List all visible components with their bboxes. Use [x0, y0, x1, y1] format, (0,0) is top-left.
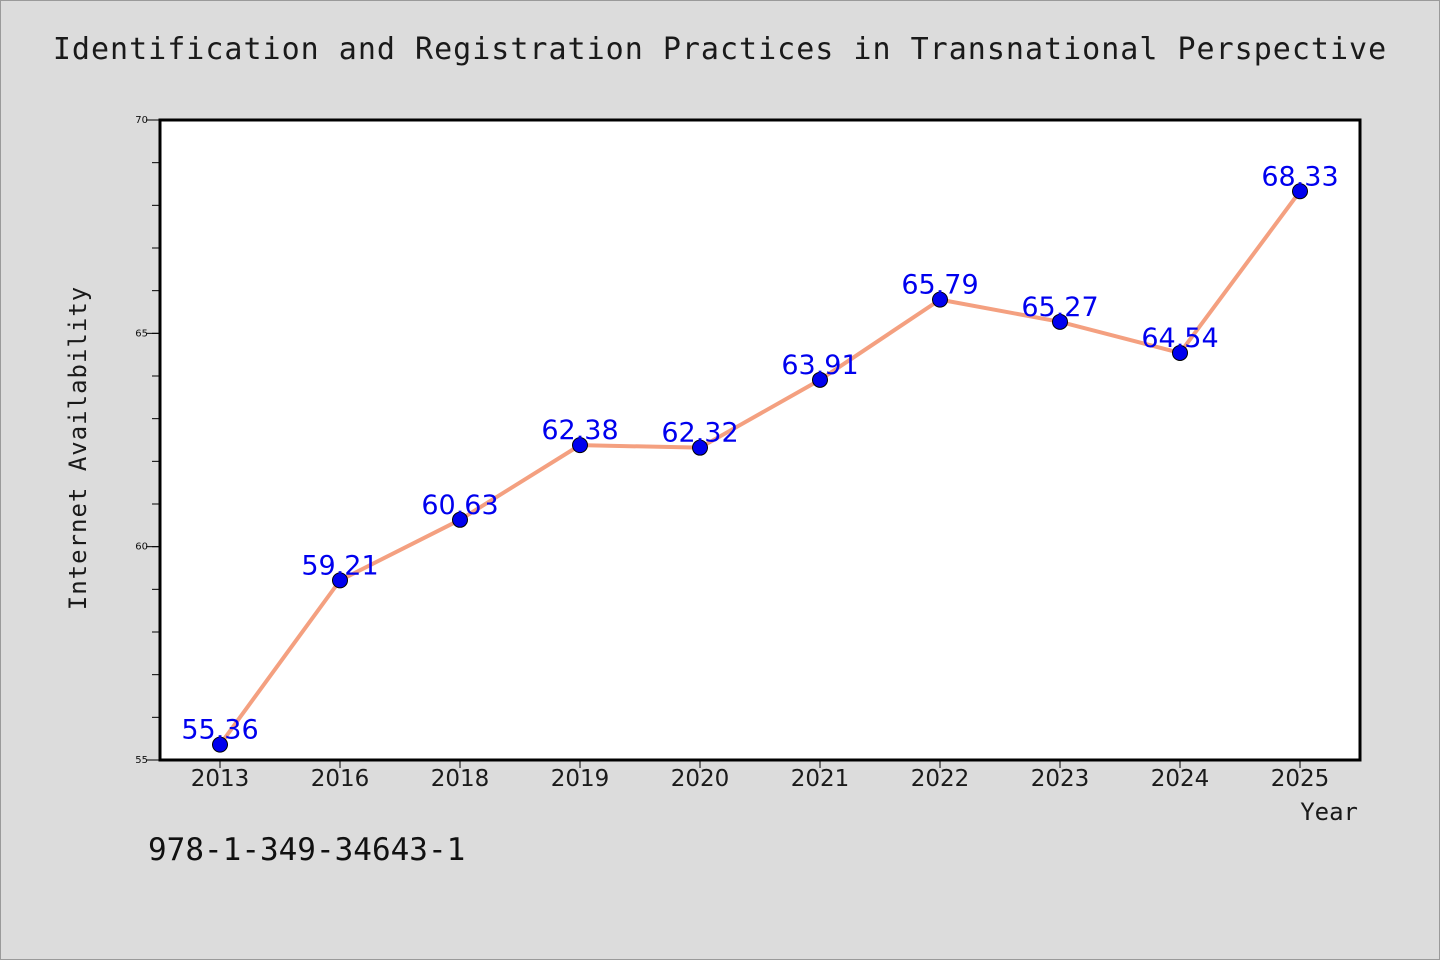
data-point: [212, 736, 228, 753]
y-axis-ticks: 55 60 65 70: [135, 115, 160, 766]
series-markers: [212, 183, 1308, 753]
chart-title: Identification and Registration Practice…: [52, 32, 1388, 67]
x-tick-label: 2022: [911, 766, 970, 792]
x-axis-ticks: 2013 2016 2018 2019 2020 2021 2022 2023 2024 2025: [191, 760, 1330, 792]
y-tick-label: 55: [135, 755, 148, 766]
data-label: 62.38: [541, 415, 618, 446]
data-label: 64.54: [1141, 323, 1218, 354]
data-label: 60.63: [421, 490, 498, 521]
data-point: [452, 511, 468, 528]
y-tick-label: 60: [135, 542, 148, 553]
data-label: 65.27: [1021, 292, 1098, 323]
data-point: [1052, 313, 1068, 330]
data-label: 62.32: [661, 418, 738, 449]
x-tick-label: 2025: [1271, 766, 1330, 792]
data-label: 59.21: [301, 550, 378, 581]
data-point: [812, 371, 828, 388]
data-labels: 55.36 59.21 60.63 62.38 62.32 63.91 65.79 65.27…: [181, 161, 1338, 745]
data-label: 65.79: [901, 270, 978, 301]
x-tick-label: 2013: [191, 766, 250, 792]
data-point: [1292, 183, 1308, 200]
x-tick-label: 2023: [1031, 766, 1090, 792]
series-line: [218, 189, 1302, 747]
x-axis-label: Year: [1300, 798, 1358, 826]
data-label: 63.91: [781, 350, 858, 381]
data-point: [572, 437, 588, 454]
data-point: [932, 291, 948, 308]
plot-frame: [158, 118, 1362, 762]
data-label: 68.33: [1261, 161, 1338, 192]
data-point: [1172, 344, 1188, 361]
plot-area: [160, 120, 1360, 760]
x-tick-label: 2016: [311, 766, 370, 792]
data-point: [332, 572, 348, 589]
isbn-label: 978-1-349-34643-1: [148, 832, 466, 868]
x-tick-label: 2018: [431, 766, 490, 792]
y-axis-label: Internet Availability: [64, 286, 92, 610]
x-tick-label: 2024: [1151, 766, 1210, 792]
data-point: [692, 439, 708, 456]
x-tick-label: 2019: [551, 766, 610, 792]
data-label: 55.36: [181, 715, 258, 746]
x-tick-label: 2021: [791, 766, 850, 792]
y-tick-label: 65: [135, 328, 148, 339]
x-tick-label: 2020: [671, 766, 730, 792]
y-tick-label: 70: [135, 115, 148, 126]
